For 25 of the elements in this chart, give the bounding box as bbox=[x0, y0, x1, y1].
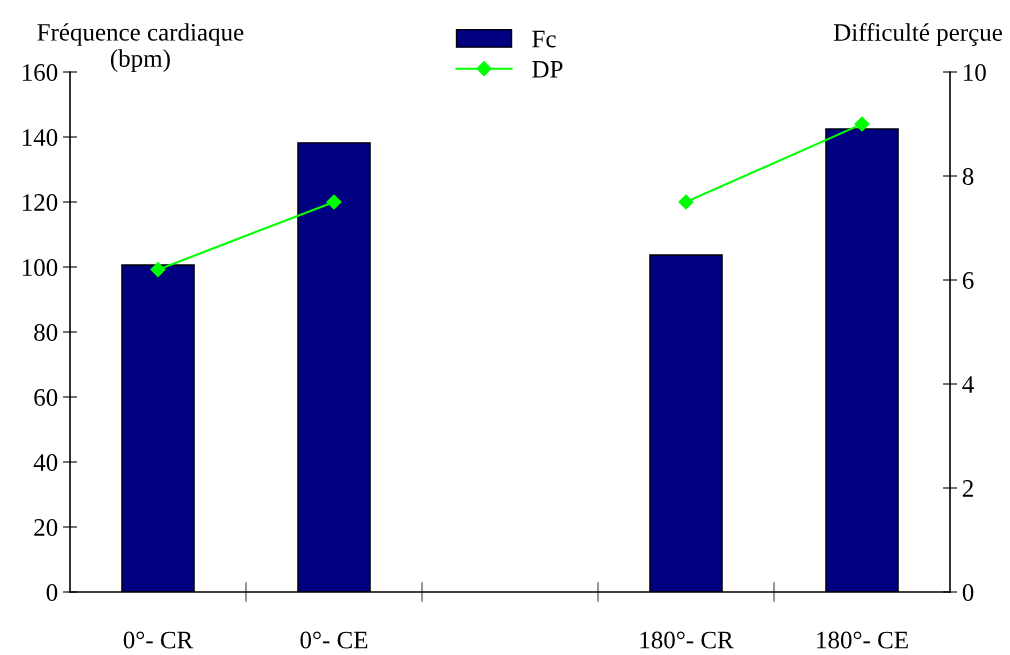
point bbox=[150, 262, 166, 278]
y-tick-label: 140 bbox=[22, 129, 58, 146]
legend-label: DP bbox=[532, 61, 563, 78]
y-tick-label: 40 bbox=[33, 454, 58, 471]
point bbox=[678, 194, 694, 210]
y-tick-label: 0 bbox=[46, 584, 58, 601]
y-tick-label: 60 bbox=[34, 389, 58, 406]
legend-label: Fc bbox=[532, 30, 556, 48]
x-tick-label: 0°- CR bbox=[123, 631, 194, 649]
x-tick-label: 180°- CE bbox=[817, 631, 908, 649]
x-tick-label: 0°- CE bbox=[300, 631, 368, 649]
y-tick-label: 20 bbox=[34, 519, 58, 536]
y-tick-label: 120 bbox=[22, 194, 58, 211]
y2-axis-title: Difficulté perçue bbox=[833, 23, 1002, 46]
point bbox=[326, 194, 342, 210]
y-tick-label: 100 bbox=[22, 259, 58, 276]
y-tick-label: 80 bbox=[34, 324, 58, 341]
y2-tick-label: 4 bbox=[962, 376, 974, 393]
y2-tick-label: 10 bbox=[964, 64, 986, 81]
point bbox=[854, 116, 870, 132]
x-tick-label: 180°- CR bbox=[640, 631, 734, 649]
y2-tick-label: 8 bbox=[962, 168, 974, 185]
y2-tick-label: 0 bbox=[962, 584, 974, 601]
y2-tick-label: 6 bbox=[962, 272, 974, 289]
y2-tick-label: 2 bbox=[962, 480, 973, 497]
